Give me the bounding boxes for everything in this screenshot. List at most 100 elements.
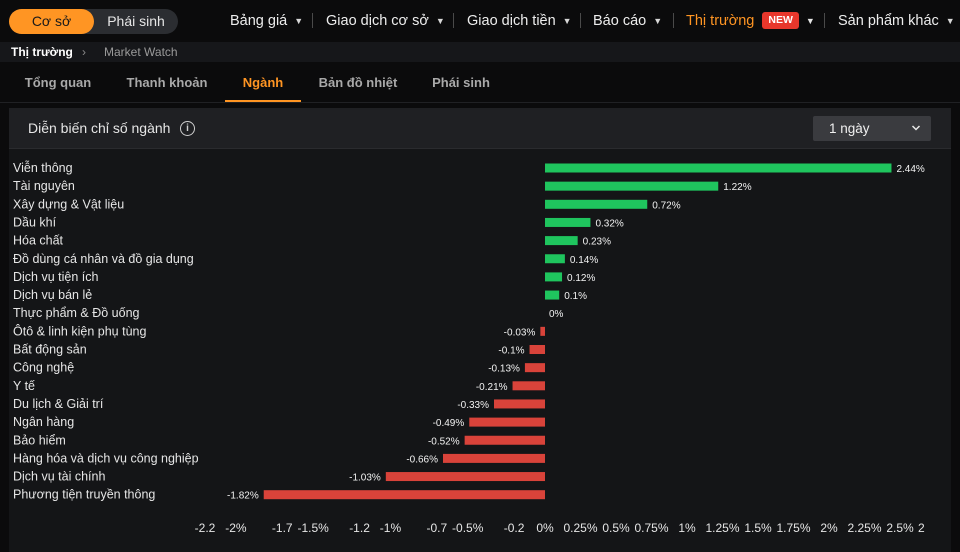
breadcrumb-market-watch: Market Watch: [104, 45, 178, 59]
sector-label: Dịch vụ bán lẻ: [13, 288, 92, 302]
sector-label: Tài nguyên: [13, 179, 75, 193]
sector-bar: [545, 290, 560, 300]
sector-label: Dịch vụ tiện ích: [13, 270, 99, 284]
caret-down-icon: ▼: [653, 16, 663, 26]
x-tick-label: -0.7: [426, 521, 447, 535]
nav-label: Báo cáo: [593, 13, 647, 29]
nav-divider: [580, 13, 581, 28]
x-tick-label: 2.25%: [847, 521, 881, 535]
sector-value-label: -0.33%: [457, 400, 489, 411]
x-tick-label: 1%: [678, 521, 696, 535]
tab-tong-quan[interactable]: Tổng quan: [24, 75, 92, 90]
sector-bar: [494, 399, 545, 409]
x-tick-label: -2%: [225, 521, 247, 535]
new-badge: NEW: [762, 12, 799, 29]
sector-bar: [443, 453, 545, 463]
tab-ban-do-nhiet[interactable]: Bản đồ nhiệt: [318, 75, 398, 90]
sector-value-label: -0.49%: [433, 418, 465, 429]
sector-value-label: -0.03%: [504, 327, 536, 338]
sector-value-label: -0.13%: [488, 364, 520, 375]
tab-phai-sinh[interactable]: Phái sinh: [432, 75, 490, 90]
period-select-value: 1 ngày: [829, 121, 870, 136]
nav-divider: [673, 13, 674, 28]
sector-value-label: 2.44%: [896, 164, 924, 175]
breadcrumb-thi-truong[interactable]: Thị trường: [11, 45, 73, 59]
market-type-toggle: Cơ sở Phái sinh: [9, 9, 178, 34]
sector-label: Ngân hàng: [13, 415, 74, 429]
sector-bar: [545, 236, 578, 246]
info-icon[interactable]: i: [180, 121, 195, 136]
sector-label: Hóa chất: [13, 234, 64, 248]
x-tick-label: 1.75%: [776, 521, 810, 535]
panel-title: Diễn biến chỉ số ngành: [28, 120, 171, 136]
x-tick-label: -1.5%: [298, 521, 330, 535]
nav-divider: [824, 13, 825, 28]
sector-value-label: 0.14%: [570, 255, 598, 266]
x-tick-label: -1.2: [349, 521, 370, 535]
caret-down-icon: ▼: [562, 16, 572, 26]
x-tick-label: 0.75%: [634, 521, 668, 535]
x-tick-label: 0.5%: [602, 521, 630, 535]
sector-label: Viễn thông: [13, 160, 73, 175]
x-tick-label: -0.2: [504, 521, 525, 535]
sector-label: Bất động sản: [13, 343, 87, 357]
sector-bar: [545, 181, 719, 191]
caret-down-icon: ▼: [294, 16, 304, 26]
nav-bang-gia[interactable]: Bảng giá ▼: [230, 0, 303, 42]
tab-thanh-khoan[interactable]: Thanh khoản: [126, 75, 208, 90]
sector-value-label: 1.22%: [723, 182, 751, 193]
caret-down-icon: ▼: [805, 16, 815, 26]
x-tick-label: 0.25%: [563, 521, 597, 535]
sector-bar: [540, 326, 545, 336]
tab-bar: Tổng quan Thanh khoản Ngành Bản đồ nhiệt…: [0, 62, 960, 103]
sector-bar: [524, 363, 545, 373]
sector-bar: [512, 381, 545, 391]
sector-value-label: 0.72%: [652, 200, 680, 211]
sector-value-label: -0.66%: [406, 454, 438, 465]
sector-bar: [529, 345, 545, 354]
breadcrumb: Thị trường › Market Watch: [0, 42, 960, 62]
chevron-down-icon: [911, 125, 921, 131]
sector-bar: [545, 217, 591, 227]
nav-label: Sản phẩm khác: [838, 13, 939, 29]
sector-label: Phương tiện truyền thông: [13, 488, 155, 502]
sector-bar: [464, 435, 545, 445]
nav-bao-cao[interactable]: Báo cáo ▼: [593, 0, 662, 42]
tab-nganh[interactable]: Ngành: [225, 62, 301, 102]
sector-label: Hàng hóa và dịch vụ công nghiệp: [13, 451, 199, 465]
toggle-phai-sinh[interactable]: Phái sinh: [107, 13, 165, 29]
sector-bar: [545, 254, 565, 264]
nav-san-pham-khac[interactable]: Sản phẩm khác ▼: [838, 0, 955, 42]
sector-value-label: -0.21%: [476, 382, 508, 393]
toggle-co-so[interactable]: Cơ sở: [9, 9, 94, 34]
sector-value-label: 0%: [549, 309, 564, 320]
sector-value-label: -1.03%: [349, 473, 381, 484]
sector-value-label: 0.23%: [583, 237, 611, 248]
sector-value-label: -0.52%: [428, 436, 460, 447]
sector-value-label: 0.1%: [564, 291, 587, 302]
sector-bar: [263, 490, 545, 500]
x-tick-label: -1%: [380, 521, 402, 535]
x-tick-label: 2%: [820, 521, 838, 535]
sector-bar: [469, 417, 545, 427]
sector-label: Dịch vụ tài chính: [13, 470, 105, 484]
nav-divider: [312, 13, 313, 28]
caret-down-icon: ▼: [435, 16, 445, 26]
nav-divider: [453, 13, 454, 28]
sector-label: Thực phẩm & Đồ uống: [13, 306, 140, 320]
nav-giao-dich-tien[interactable]: Giao dịch tiền ▼: [467, 0, 572, 42]
nav-label: Thị trường: [686, 13, 755, 29]
sector-value-label: -0.1%: [498, 346, 524, 357]
sector-bar: [545, 163, 892, 173]
sector-value-label: 0.12%: [567, 273, 595, 284]
sector-label: Xây dựng & Vật liệu: [13, 197, 124, 211]
x-tick-label: 1.25%: [705, 521, 739, 535]
nav-giao-dich-co-so[interactable]: Giao dịch cơ sở ▼: [326, 0, 445, 42]
nav-thi-truong[interactable]: Thị trường NEW ▼: [686, 0, 815, 42]
top-nav: Cơ sở Phái sinh Bảng giá ▼ Giao dịch cơ s…: [0, 0, 960, 42]
nav-label: Bảng giá: [230, 13, 288, 29]
period-select[interactable]: 1 ngày: [813, 116, 931, 141]
x-tick-label: 1.5%: [744, 521, 772, 535]
sector-value-label: 0.32%: [595, 218, 623, 229]
